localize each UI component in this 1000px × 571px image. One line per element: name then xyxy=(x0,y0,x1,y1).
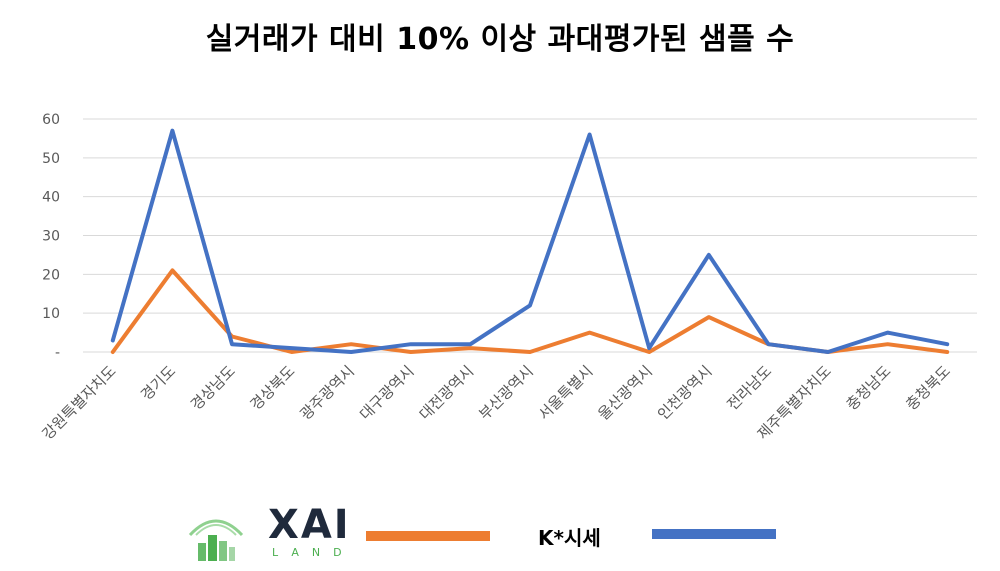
x-tick-label: 울산광역시 xyxy=(594,362,656,424)
x-tick-label: 광주광역시 xyxy=(296,362,358,424)
legend-swatch-series-1 xyxy=(366,531,490,541)
xai-land-logo-icon xyxy=(188,519,244,561)
brand-sub: LAND xyxy=(272,546,355,559)
x-tick-label: 대구광역시 xyxy=(356,362,418,424)
y-tick-label: 30 xyxy=(42,229,60,245)
y-tick-label: 50 xyxy=(42,151,60,167)
x-tick-label: 서울특별시 xyxy=(535,362,597,424)
x-tick-label: 전라남도 xyxy=(723,362,775,414)
legend-swatch-series-2 xyxy=(652,529,776,539)
x-tick-label: 부산광역시 xyxy=(475,362,537,424)
x-tick-label: 경기도 xyxy=(137,362,179,404)
y-tick-label: 40 xyxy=(42,190,60,206)
x-tick-label: 인천광역시 xyxy=(654,362,716,424)
y-tick-label: 20 xyxy=(42,267,60,283)
x-tick-label: 충청남도 xyxy=(843,362,895,414)
x-tick-label: 경상남도 xyxy=(187,362,239,414)
y-tick-label: - xyxy=(55,345,60,361)
y-tick-label: 60 xyxy=(42,112,60,128)
x-axis-ticks: 강원특별자치도 경기도 경상남도 경상북도광주광역시대구광역시대전광역시부산광역시서울… xyxy=(39,362,955,443)
y-tick-label: 10 xyxy=(42,306,60,322)
x-tick-label: 충청북도 xyxy=(902,362,954,414)
x-tick-label: 대전광역시 xyxy=(416,362,478,424)
series-lines xyxy=(110,128,950,354)
x-tick-label: 경상북도 xyxy=(247,362,299,414)
series-line-2 xyxy=(110,128,950,354)
series-line-1 xyxy=(110,268,950,354)
legend-label: K*시세 xyxy=(538,526,601,550)
grid-lines xyxy=(83,118,977,353)
x-tick-label: 강원특별자치도 xyxy=(39,362,120,443)
brand-name: XAI xyxy=(268,502,351,548)
y-axis-ticks: - 10 20 30 40 50 60 xyxy=(42,112,60,361)
chart-title: 실거래가 대비 10% 이상 과대평가된 샘플 수 xyxy=(205,22,795,57)
